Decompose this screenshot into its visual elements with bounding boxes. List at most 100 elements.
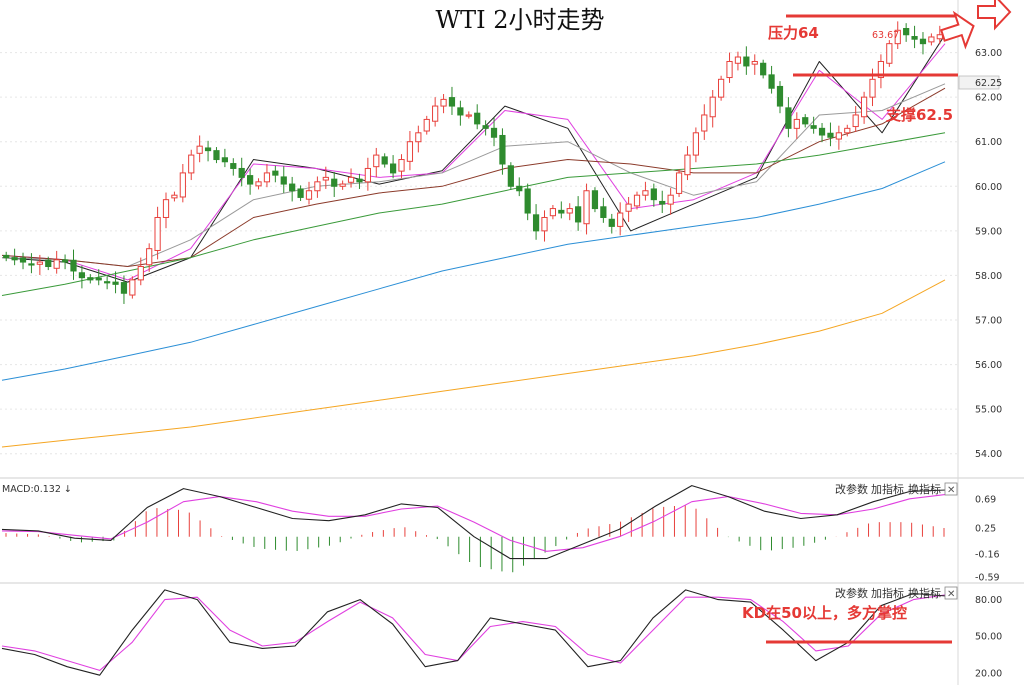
kd-d-line	[1, 594, 947, 671]
candle-body	[617, 212, 624, 227]
candle-body	[95, 277, 102, 281]
close-icon[interactable]	[944, 482, 958, 496]
candle-body	[389, 163, 397, 174]
candle-body	[835, 132, 842, 140]
macd-y-tick: -0.59	[975, 573, 1000, 584]
candle-body	[734, 56, 742, 64]
candle-body	[61, 259, 69, 263]
candle-body	[877, 60, 885, 79]
candle-body	[869, 78, 876, 98]
candle-body	[768, 74, 775, 89]
macd-label: MACD:0.132 ↓	[2, 484, 72, 495]
candle-body	[558, 209, 565, 214]
candle-body	[675, 172, 683, 194]
y-tick-label: 61.00	[975, 137, 1002, 148]
add-indicator-button[interactable]: 加指标	[871, 586, 904, 600]
switch-indicator-button[interactable]: 换指标	[908, 482, 941, 496]
ma-line-orange	[1, 279, 946, 448]
candle-body	[272, 170, 279, 176]
candle-body	[633, 194, 641, 207]
candle-body	[575, 206, 582, 223]
candle-body	[793, 118, 800, 129]
candle-body	[53, 259, 60, 269]
params-button[interactable]: 改参数	[835, 482, 868, 496]
candle-body	[718, 78, 725, 98]
candle-body	[692, 132, 699, 156]
candle-body	[785, 107, 792, 129]
y-tick-label: 59.00	[975, 226, 1002, 237]
candle-body	[541, 216, 548, 232]
candle-body	[583, 190, 590, 225]
params-button[interactable]: 改参数	[835, 586, 868, 600]
candle-body	[684, 154, 691, 176]
close-icon[interactable]: ✕	[947, 485, 955, 496]
candle-body	[810, 125, 817, 129]
close-icon[interactable]: ✕	[947, 589, 955, 600]
candle-body	[566, 208, 573, 214]
candle-body	[911, 36, 918, 40]
y-tick-label: 63.00	[975, 48, 1002, 59]
kd-y-tick: 50.00	[975, 632, 1002, 643]
candle-body	[482, 125, 489, 129]
candle-body	[709, 96, 716, 118]
candle-body	[701, 114, 708, 132]
candle-body	[760, 62, 767, 76]
candle-body	[297, 188, 304, 198]
candle-body	[19, 257, 27, 263]
candle-body	[524, 188, 531, 214]
candle-body	[894, 29, 901, 45]
arrow-icon	[939, 10, 975, 50]
candle-body	[507, 165, 514, 187]
y-tick-label: 57.00	[975, 316, 1002, 327]
candle-body	[751, 60, 758, 65]
candle-body	[516, 185, 523, 192]
candle-body	[179, 172, 186, 198]
high-price-label: 63.67	[872, 30, 899, 41]
arrow-icon	[977, 0, 1012, 31]
candle-body	[667, 194, 674, 205]
candle-body	[642, 190, 649, 196]
close-icon[interactable]	[944, 586, 958, 600]
candle-body	[532, 214, 540, 232]
y-tick-label: 60.00	[975, 182, 1002, 193]
candle-body	[852, 114, 859, 128]
candle-body	[726, 60, 733, 79]
candle-body	[415, 132, 422, 143]
candle-body	[129, 279, 136, 296]
candle-body	[305, 190, 313, 200]
candle-body	[406, 141, 414, 162]
candle-body	[289, 183, 296, 192]
candle-body	[928, 36, 935, 43]
candle-body	[230, 163, 237, 169]
candle-body	[280, 176, 287, 185]
candle-body	[238, 167, 245, 178]
candle-body	[490, 127, 498, 138]
candle-body	[457, 107, 464, 116]
add-indicator-button[interactable]: 加指标	[871, 482, 904, 496]
candle-body	[171, 194, 178, 199]
candle-body	[45, 259, 52, 268]
candle-body	[886, 43, 893, 64]
candle-body	[87, 277, 94, 281]
candle-body	[776, 85, 784, 107]
candle-body	[608, 218, 615, 227]
switch-indicator-button[interactable]: 换指标	[908, 586, 941, 600]
kd-note: KD在50以上，多方掌控	[742, 604, 907, 622]
candle-body	[860, 96, 868, 118]
candle-body	[70, 259, 77, 272]
candle-body	[78, 272, 86, 279]
candle-body	[36, 261, 43, 265]
macd-dea-line	[1, 493, 947, 552]
candle-body	[104, 281, 111, 284]
ma-line-black	[1, 34, 946, 283]
candle-body	[11, 257, 18, 261]
y-tick-label: 58.00	[975, 271, 1002, 282]
candle-body	[827, 132, 834, 138]
candle-body	[474, 112, 481, 125]
candle-body	[499, 134, 506, 165]
macd-y-tick: 0.69	[975, 495, 996, 506]
y-tick-label: 54.00	[975, 449, 1002, 460]
candle-body	[903, 28, 910, 36]
macd-y-tick: 0.25	[975, 524, 996, 535]
candle-body	[146, 248, 153, 266]
